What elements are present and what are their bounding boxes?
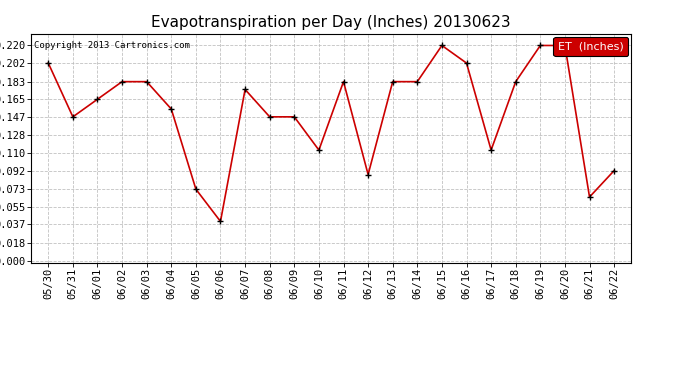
Legend: ET  (Inches): ET (Inches) — [553, 37, 628, 56]
Text: Copyright 2013 Cartronics.com: Copyright 2013 Cartronics.com — [34, 40, 190, 50]
Title: Evapotranspiration per Day (Inches) 20130623: Evapotranspiration per Day (Inches) 2013… — [151, 15, 511, 30]
